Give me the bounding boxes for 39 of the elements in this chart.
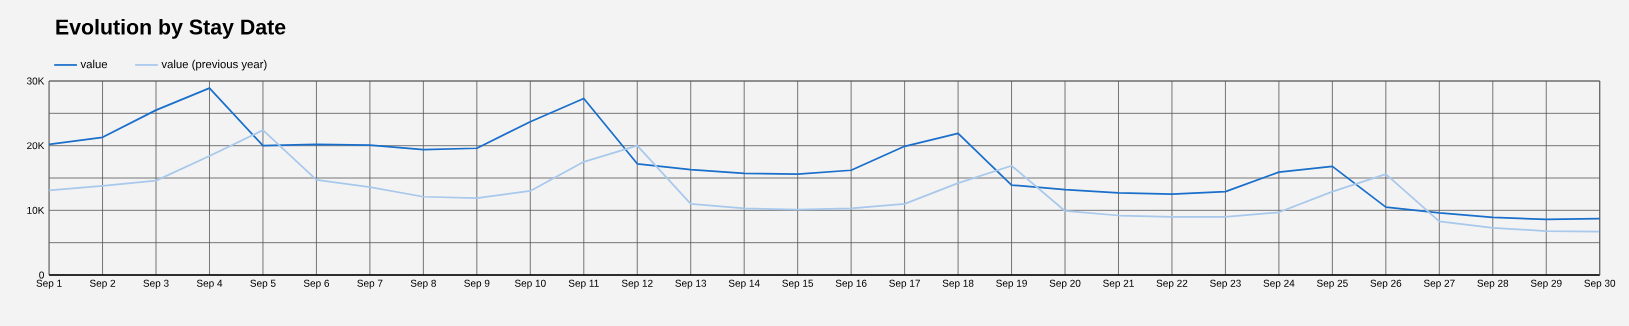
x-tick-label: Sep 25: [1316, 279, 1348, 289]
y-tick-label: 0: [39, 271, 44, 279]
x-tick-label: Sep 28: [1477, 279, 1509, 289]
x-tick-label: Sep 24: [1263, 279, 1295, 289]
x-tick-label: Sep 20: [1049, 279, 1081, 289]
y-tick-label: 20K: [27, 142, 45, 150]
x-tick-label: Sep 30: [1584, 279, 1616, 289]
x-tick-label: Sep 3: [143, 279, 169, 289]
x-tick-label: Sep 19: [996, 279, 1027, 289]
x-tick-label: Sep 16: [835, 279, 867, 289]
x-tick-label: Sep 2: [89, 279, 116, 289]
x-tick-label: Sep 8: [410, 279, 436, 289]
x-tick-label: Sep 29: [1530, 279, 1562, 289]
x-tick-label: Sep 4: [196, 279, 223, 289]
x-tick-label: Sep 27: [1423, 279, 1455, 289]
x-tick-label: Sep 1: [36, 279, 62, 289]
x-tick-label: Sep 17: [889, 279, 920, 289]
line-series: [48, 129, 1601, 233]
x-tick-label: Sep 5: [250, 279, 276, 289]
x-tick-label: Sep 23: [1210, 279, 1241, 289]
chart-title: Evolution by Stay Date: [56, 18, 286, 39]
x-tick-label: Sep 22: [1156, 279, 1188, 289]
y-tick-label: 30K: [26, 77, 45, 85]
x-tick-label: Sep 21: [1103, 279, 1134, 289]
x-tick-label: Sep 13: [675, 279, 707, 289]
x-tick-label: Sep 15: [782, 279, 814, 289]
legend-label: value (previous year): [161, 59, 267, 71]
x-tick-label: Sep 18: [942, 279, 974, 289]
x-tick-label: Sep 12: [621, 279, 653, 289]
line-series: [48, 87, 1601, 221]
x-tick-label: Sep 6: [303, 279, 330, 289]
x-tick-label: Sep 11: [568, 279, 599, 289]
x-tick-label: Sep 26: [1370, 279, 1402, 289]
y-tick-label: 10K: [27, 206, 45, 214]
x-tick-label: Sep 7: [357, 279, 383, 289]
legend-label: value: [80, 59, 108, 69]
x-tick-label: Sep 9: [464, 279, 490, 289]
x-tick-label: Sep 14: [728, 279, 760, 289]
x-tick-label: Sep 10: [514, 279, 546, 289]
